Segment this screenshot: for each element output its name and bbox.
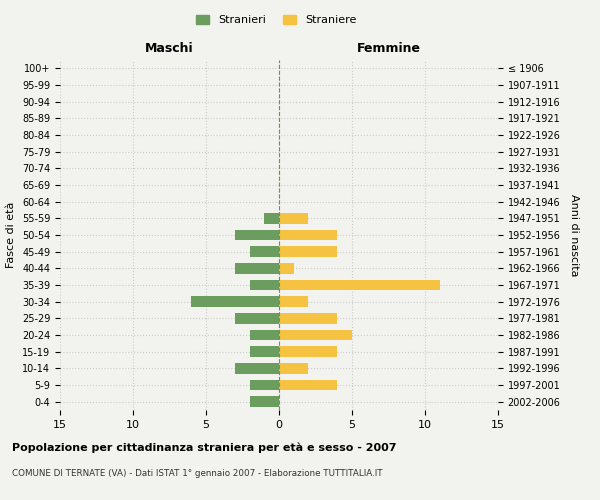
Bar <box>250 280 279 290</box>
Bar <box>250 346 279 357</box>
Bar <box>279 213 308 224</box>
Bar <box>250 330 279 340</box>
Bar <box>279 346 337 357</box>
Bar <box>279 330 352 340</box>
Bar <box>279 296 308 307</box>
Bar <box>279 363 308 374</box>
Text: Femmine: Femmine <box>356 42 421 55</box>
Bar <box>279 263 293 274</box>
Bar <box>191 296 279 307</box>
Bar <box>250 396 279 407</box>
Bar <box>279 246 337 257</box>
Bar <box>279 380 337 390</box>
Text: Maschi: Maschi <box>145 42 194 55</box>
Bar <box>250 380 279 390</box>
Text: COMUNE DI TERNATE (VA) - Dati ISTAT 1° gennaio 2007 - Elaborazione TUTTITALIA.IT: COMUNE DI TERNATE (VA) - Dati ISTAT 1° g… <box>12 469 383 478</box>
Y-axis label: Anni di nascita: Anni di nascita <box>569 194 579 276</box>
Bar <box>279 280 440 290</box>
Bar <box>235 263 279 274</box>
Bar <box>235 230 279 240</box>
Y-axis label: Fasce di età: Fasce di età <box>7 202 16 268</box>
Text: Popolazione per cittadinanza straniera per età e sesso - 2007: Popolazione per cittadinanza straniera p… <box>12 442 397 453</box>
Bar <box>265 213 279 224</box>
Bar <box>235 313 279 324</box>
Bar <box>279 230 337 240</box>
Legend: Stranieri, Straniere: Stranieri, Straniere <box>191 10 361 30</box>
Bar <box>235 363 279 374</box>
Bar <box>250 246 279 257</box>
Bar <box>279 313 337 324</box>
